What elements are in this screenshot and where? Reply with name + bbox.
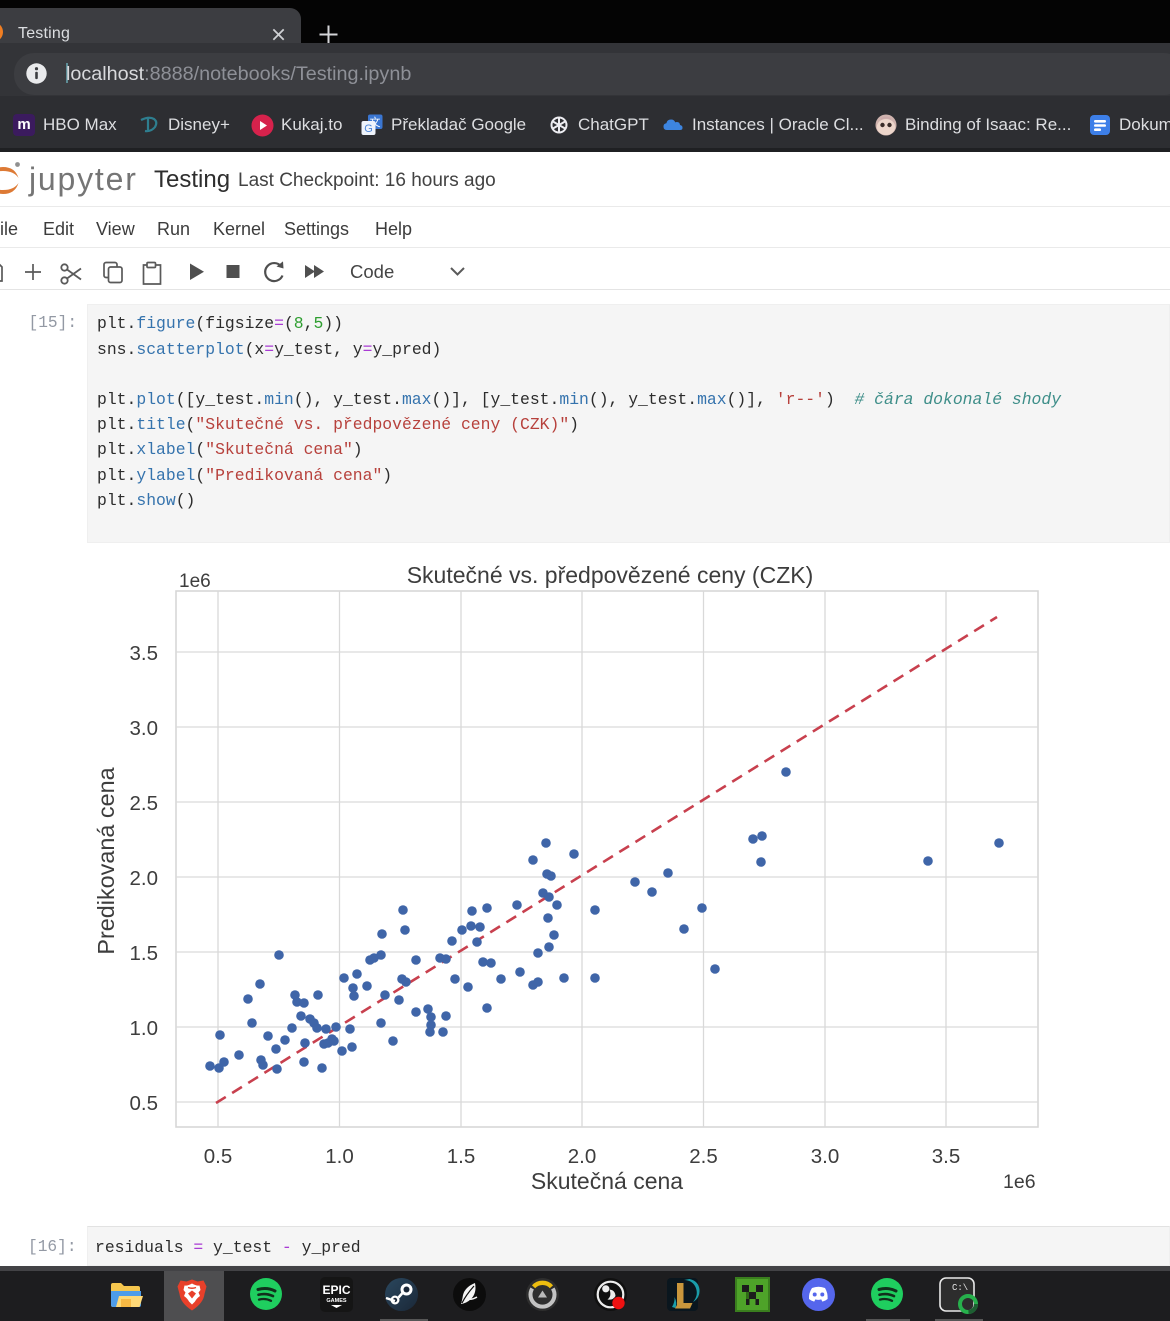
svg-text:1.0: 1.0 [325,1145,354,1168]
svg-text:Code: Code [350,261,394,282]
svg-text:GAMES: GAMES [326,1298,347,1304]
svg-text:C:\: C:\ [952,1283,968,1293]
svg-text:2.5: 2.5 [689,1145,718,1168]
svg-text:3.0: 3.0 [130,717,159,740]
svg-text:Skutečná cena: Skutečná cena [531,1168,683,1194]
svg-text:3.5: 3.5 [932,1145,961,1168]
svg-text:3.0: 3.0 [811,1145,840,1168]
svg-text:2.0: 2.0 [130,867,159,890]
svg-text:1.0: 1.0 [130,1017,159,1040]
svg-text:1e6: 1e6 [179,571,211,592]
svg-text:Skutečné vs. předpovězené ceny: Skutečné vs. předpovězené ceny (CZK) [407,562,814,588]
svg-text:0.5: 0.5 [130,1092,159,1115]
svg-text:1.5: 1.5 [130,942,159,965]
svg-text:Predikovaná cena: Predikovaná cena [93,766,119,954]
svg-text:EPIC: EPIC [322,1283,350,1297]
svg-text:2.5: 2.5 [130,792,159,815]
svg-text:1e6: 1e6 [1003,1171,1036,1193]
svg-text:G: G [364,123,373,135]
svg-text:0.5: 0.5 [204,1145,233,1168]
svg-text:1.5: 1.5 [447,1145,476,1168]
svg-text:3.5: 3.5 [130,642,159,665]
svg-text:2.0: 2.0 [568,1145,597,1168]
